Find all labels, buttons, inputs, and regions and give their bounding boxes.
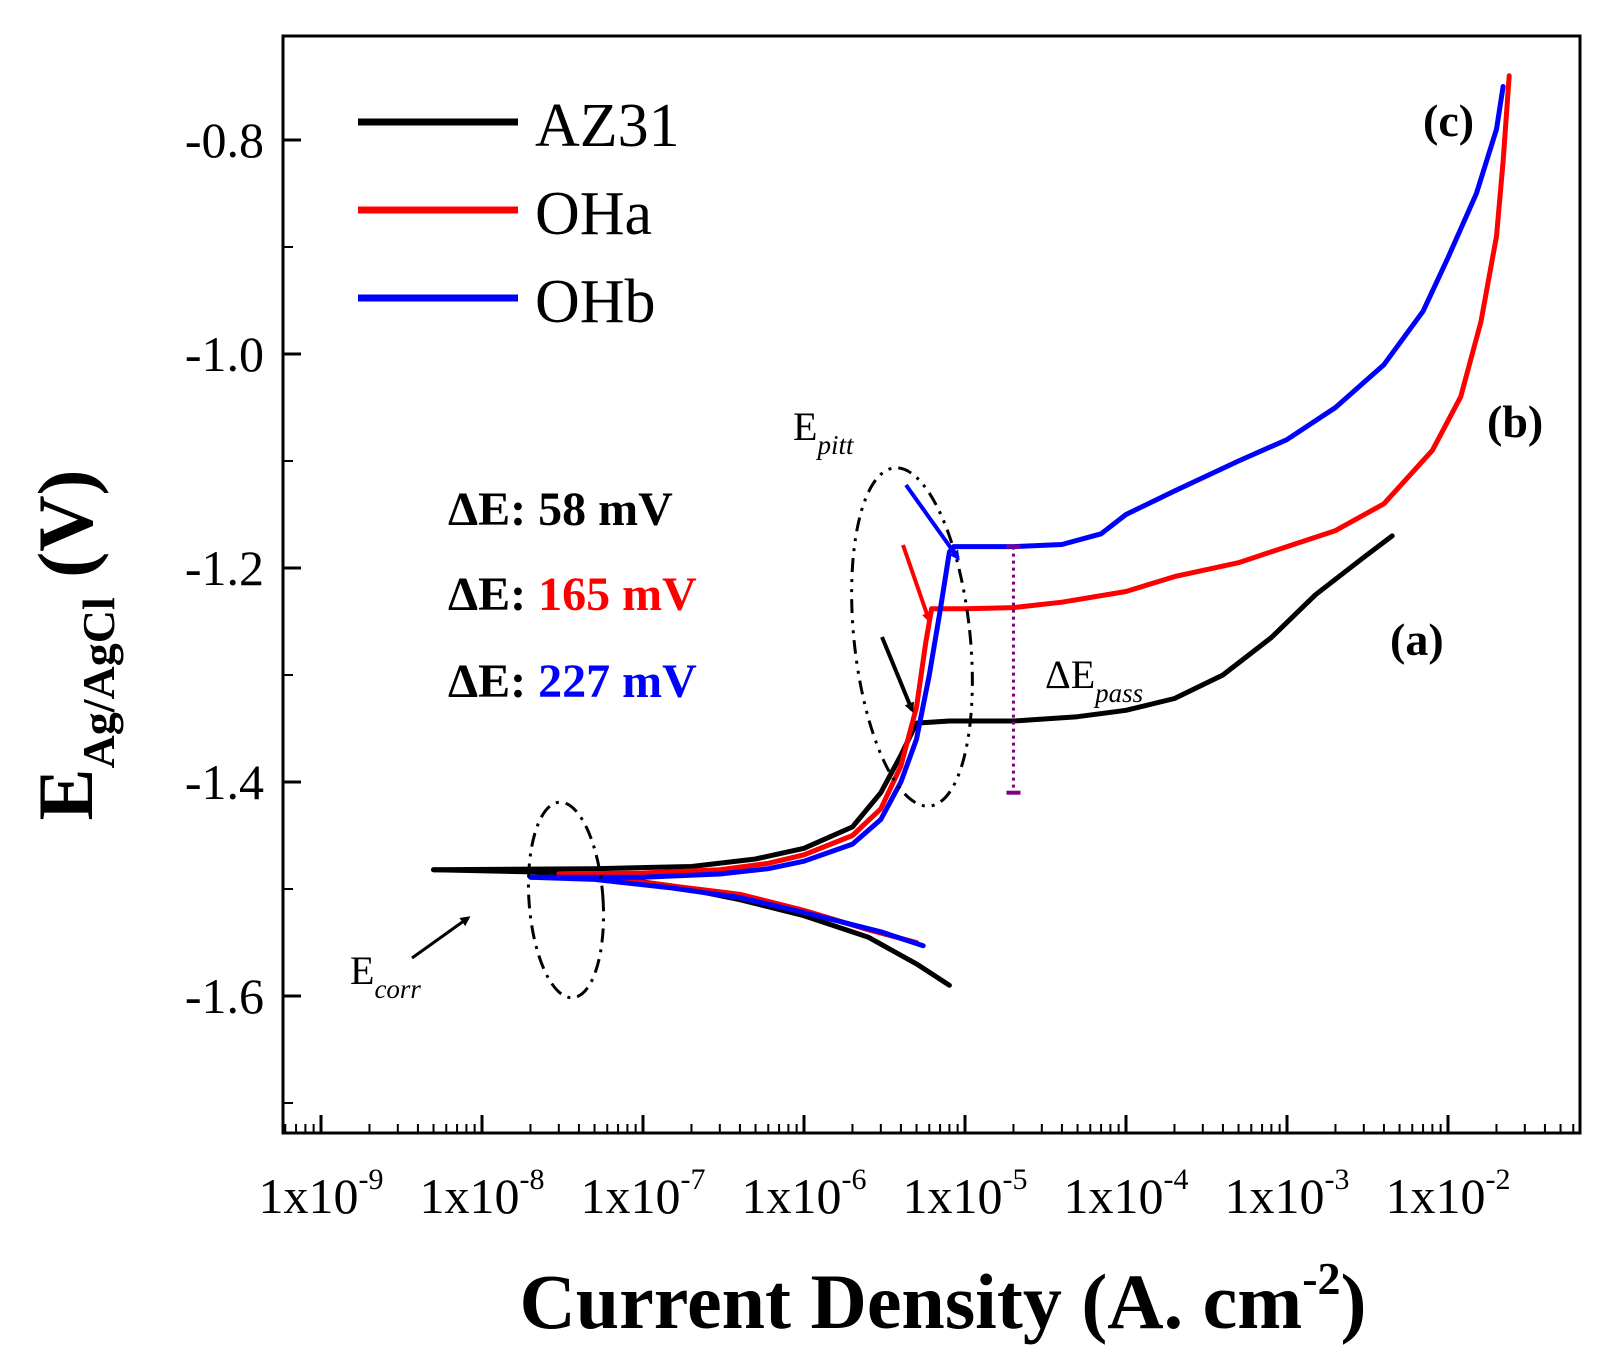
x-tick-base: 1x10: [581, 1168, 681, 1224]
legend-label-az31: AZ31: [535, 92, 680, 160]
y-axis-title-unit: (V): [22, 469, 109, 597]
x-tick-exp: -9: [359, 1163, 384, 1196]
delta-e-oha: ΔE: 165 mV: [448, 568, 697, 621]
x-minor-ticks: [284, 1124, 1575, 1133]
series-ohb-anodic: [528, 84, 1506, 880]
x-tick-base: 1x10: [903, 1168, 1003, 1224]
x-tick-base: 1x10: [420, 1168, 520, 1224]
delta-e-pass-sub: pass: [1093, 678, 1143, 708]
legend: AZ31 OHa OHb: [358, 92, 680, 336]
delta-e-ohb: ΔE: 227 mV: [448, 655, 697, 708]
arrow-blue: [904, 483, 960, 561]
e-corr-arrow: [411, 916, 471, 960]
series-az31-anodic: [431, 533, 1395, 873]
x-tick-label: 1x10-7: [581, 1163, 706, 1224]
x-tick-base: 1x10: [1225, 1168, 1325, 1224]
x-tick-label: 1x10-9: [259, 1163, 384, 1224]
curve-label-a: (a): [1390, 614, 1444, 665]
delta-e-pass-label: ΔEpass: [1045, 652, 1143, 708]
arrow-red: [901, 544, 932, 623]
y-axis-title-sub: Ag/AgCl: [73, 597, 124, 768]
series-oha-cathodic: [556, 871, 919, 945]
x-tick-base: 1x10: [1064, 1168, 1164, 1224]
delta-e-az31-value: 58 mV: [538, 483, 673, 536]
e-pitt-sub: pitt: [815, 430, 855, 460]
e-pitt-main: E: [793, 404, 817, 449]
curve-label-c: (c): [1423, 95, 1474, 146]
delta-e-ohb-value: 227 mV: [538, 655, 697, 708]
x-tick-exp: -4: [1164, 1163, 1189, 1196]
x-tick-label: 1x10-3: [1225, 1163, 1350, 1224]
delta-e-values: ΔE: 58 mV ΔE: 165 mV ΔE: 227 mV: [448, 483, 697, 708]
delta-e-pass-marker: [1006, 544, 1021, 795]
e-corr-sub: corr: [374, 974, 421, 1004]
x-tick-label: 1x10-2: [1386, 1163, 1511, 1224]
x-tick-exp: -6: [842, 1163, 867, 1196]
e-corr-label: Ecorr: [350, 948, 421, 1004]
x-tick-exp: -2: [1486, 1163, 1511, 1196]
x-tick-exp: -7: [681, 1163, 706, 1196]
y-axis-title-main: E: [22, 768, 109, 820]
x-tick-exp: -3: [1325, 1163, 1350, 1196]
y-axis-title: EAg/AgCl (V): [22, 469, 124, 820]
x-tick-label: 1x10-6: [742, 1163, 867, 1224]
delta-e-oha-value: 165 mV: [538, 568, 697, 621]
legend-label-oha: OHa: [535, 180, 652, 248]
y-tick-label: -1.4: [185, 754, 264, 810]
x-tick-exp: -5: [1003, 1163, 1028, 1196]
legend-label-ohb: OHb: [535, 268, 656, 336]
y-tick-label: -1.2: [185, 540, 264, 596]
x-axis-title-sup: -2: [1302, 1253, 1340, 1304]
series-oha-anodic: [556, 73, 1512, 877]
e-corr-ellipse: [526, 800, 606, 1000]
x-tick-label: 1x10-5: [903, 1163, 1028, 1224]
curve-label-b: (b): [1487, 396, 1543, 447]
x-major-ticks: 1x10-9 1x10-8 1x10-7 1x10-6 1x10-5 1x10-4 1x10…: [259, 1115, 1511, 1224]
x-tick-label: 1x10-8: [420, 1163, 545, 1224]
y-tick-label: -1.6: [185, 968, 264, 1024]
e-pitt-label: Epitt: [793, 404, 855, 460]
e-pitt-ellipse: [850, 466, 974, 808]
x-axis-title: Current Density (A. cm-2): [519, 1253, 1366, 1345]
delta-e-ohb-prefix: ΔE:: [448, 655, 538, 708]
x-tick-base: 1x10: [1386, 1168, 1486, 1224]
plot-frame: [281, 34, 1582, 1135]
x-tick-exp: -8: [520, 1163, 545, 1196]
x-tick-label: 1x10-4: [1064, 1163, 1189, 1224]
x-axis-title-main: Current Density (A. cm: [519, 1258, 1302, 1345]
delta-e-oha-prefix: ΔE:: [448, 568, 538, 621]
x-tick-base: 1x10: [742, 1168, 842, 1224]
x-tick-base: 1x10: [259, 1168, 359, 1224]
delta-e-az31: ΔE: 58 mV: [448, 483, 673, 536]
arrow-black: [880, 636, 914, 713]
y-ticks: -0.8 -1.0 -1.2 -1.4 -1.6: [185, 112, 301, 1104]
delta-e-az31-prefix: ΔE:: [448, 483, 538, 536]
e-corr-main: E: [350, 948, 374, 993]
y-tick-label: -0.8: [185, 112, 264, 168]
y-tick-label: -1.0: [185, 326, 264, 382]
x-axis-title-close: ): [1341, 1258, 1367, 1345]
delta-e-pass-main: ΔE: [1045, 652, 1095, 697]
